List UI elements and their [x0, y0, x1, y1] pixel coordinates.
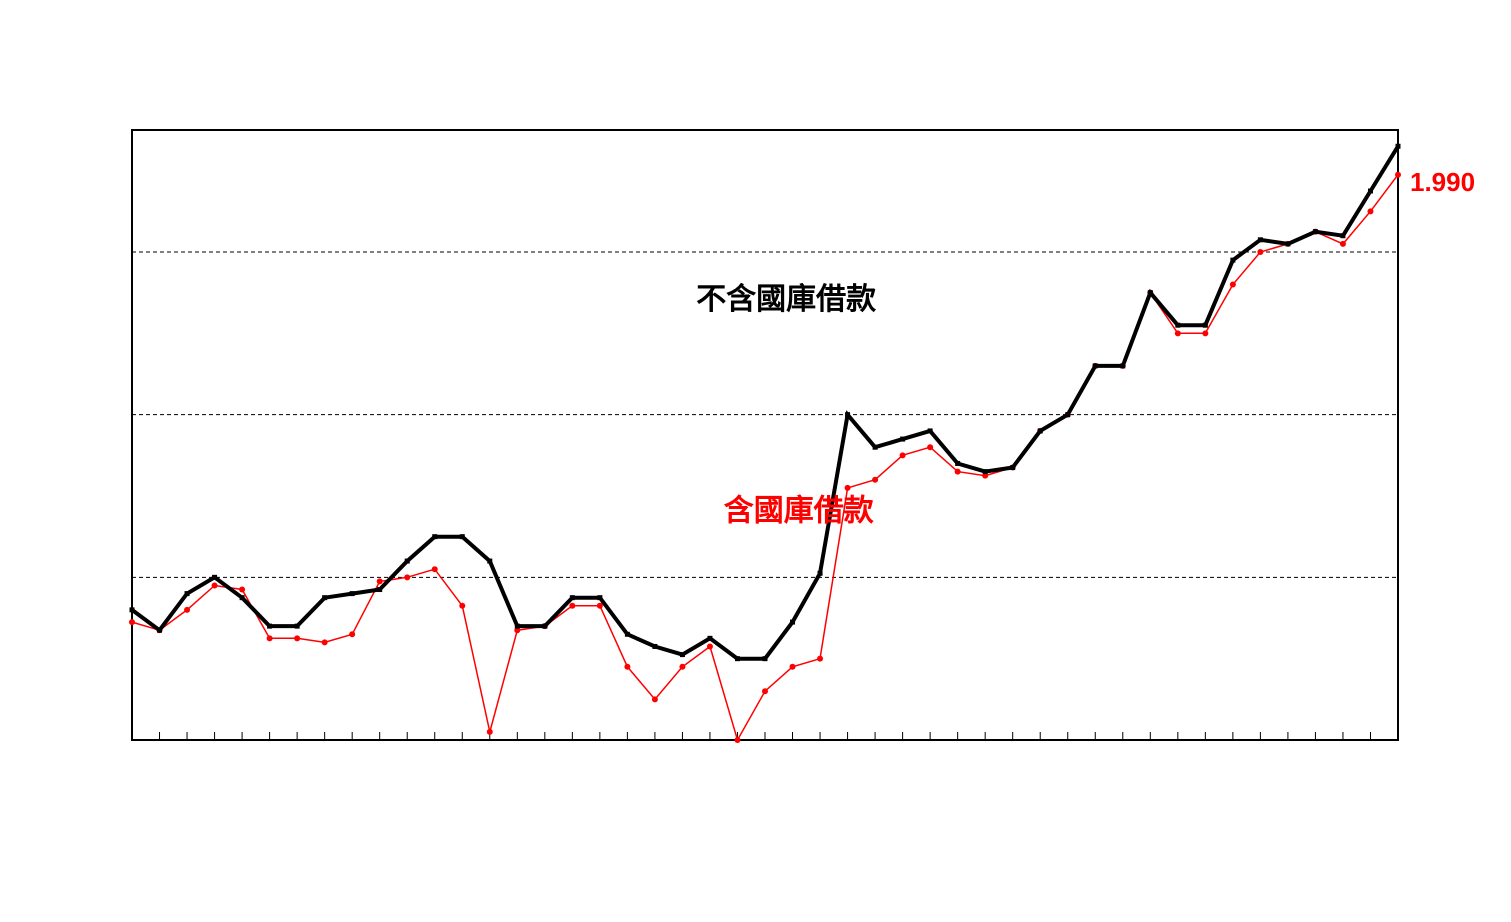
- marker: [130, 607, 135, 612]
- marker: [707, 636, 712, 641]
- marker: [542, 624, 547, 629]
- marker: [873, 445, 878, 450]
- marker: [790, 620, 795, 625]
- marker: [267, 635, 273, 641]
- marker: [459, 603, 465, 609]
- marker: [624, 664, 630, 670]
- marker: [679, 664, 685, 670]
- marker: [955, 469, 961, 475]
- marker: [570, 595, 575, 600]
- marker: [322, 639, 328, 645]
- marker: [1175, 323, 1180, 328]
- marker: [983, 469, 988, 474]
- marker: [872, 477, 878, 483]
- marker: [212, 582, 218, 588]
- marker: [1230, 258, 1235, 263]
- marker: [790, 664, 796, 670]
- marker: [1148, 290, 1153, 295]
- line-chart: 不含國庫借款含國庫借款 1.990: [0, 0, 1511, 922]
- marker: [1175, 330, 1181, 336]
- marker: [157, 628, 162, 633]
- marker: [1257, 249, 1263, 255]
- marker: [900, 452, 906, 458]
- marker: [1120, 363, 1125, 368]
- marker: [1038, 428, 1043, 433]
- marker: [817, 656, 823, 662]
- marker: [1230, 282, 1236, 288]
- marker: [1340, 233, 1345, 238]
- marker: [845, 412, 850, 417]
- marker: [928, 428, 933, 433]
- marker: [1396, 144, 1401, 149]
- marker: [707, 643, 713, 649]
- marker: [295, 624, 300, 629]
- marker: [762, 688, 768, 694]
- marker: [734, 737, 740, 743]
- marker: [240, 595, 245, 600]
- marker: [680, 652, 685, 657]
- marker: [294, 635, 300, 641]
- marker: [1093, 363, 1098, 368]
- marker: [818, 571, 823, 576]
- marker: [487, 729, 493, 735]
- marker: [212, 575, 217, 580]
- series-label-incl: 含國庫借款: [724, 493, 875, 527]
- marker: [1203, 323, 1208, 328]
- marker: [404, 574, 410, 580]
- marker: [763, 656, 768, 661]
- marker: [184, 607, 190, 613]
- marker: [1258, 237, 1263, 242]
- marker: [432, 566, 438, 572]
- marker: [515, 624, 520, 629]
- marker: [1065, 412, 1070, 417]
- marker: [652, 696, 658, 702]
- marker: [927, 444, 933, 450]
- marker: [405, 559, 410, 564]
- marker: [377, 587, 382, 592]
- marker: [625, 632, 630, 637]
- marker: [1285, 241, 1290, 246]
- marker: [1313, 229, 1318, 234]
- marker: [322, 595, 327, 600]
- marker: [1395, 172, 1401, 178]
- marker: [460, 534, 465, 539]
- marker: [267, 624, 272, 629]
- marker: [597, 595, 602, 600]
- marker: [239, 587, 245, 593]
- marker: [1202, 330, 1208, 336]
- marker: [735, 656, 740, 661]
- marker: [1368, 189, 1373, 194]
- marker: [350, 591, 355, 596]
- marker: [845, 485, 851, 491]
- marker: [129, 619, 135, 625]
- marker: [569, 603, 575, 609]
- marker: [377, 578, 383, 584]
- chart-container: 不含國庫借款含國庫借款 1.990: [0, 0, 1511, 922]
- marker: [1340, 241, 1346, 247]
- marker: [1010, 465, 1015, 470]
- marker: [185, 591, 190, 596]
- marker: [487, 559, 492, 564]
- marker: [349, 631, 355, 637]
- marker: [900, 437, 905, 442]
- marker: [652, 644, 657, 649]
- marker: [432, 534, 437, 539]
- marker: [955, 461, 960, 466]
- series-label-excl: 不含國庫借款: [696, 282, 877, 316]
- end-value-label: 1.990: [1410, 167, 1475, 197]
- marker: [1367, 208, 1373, 214]
